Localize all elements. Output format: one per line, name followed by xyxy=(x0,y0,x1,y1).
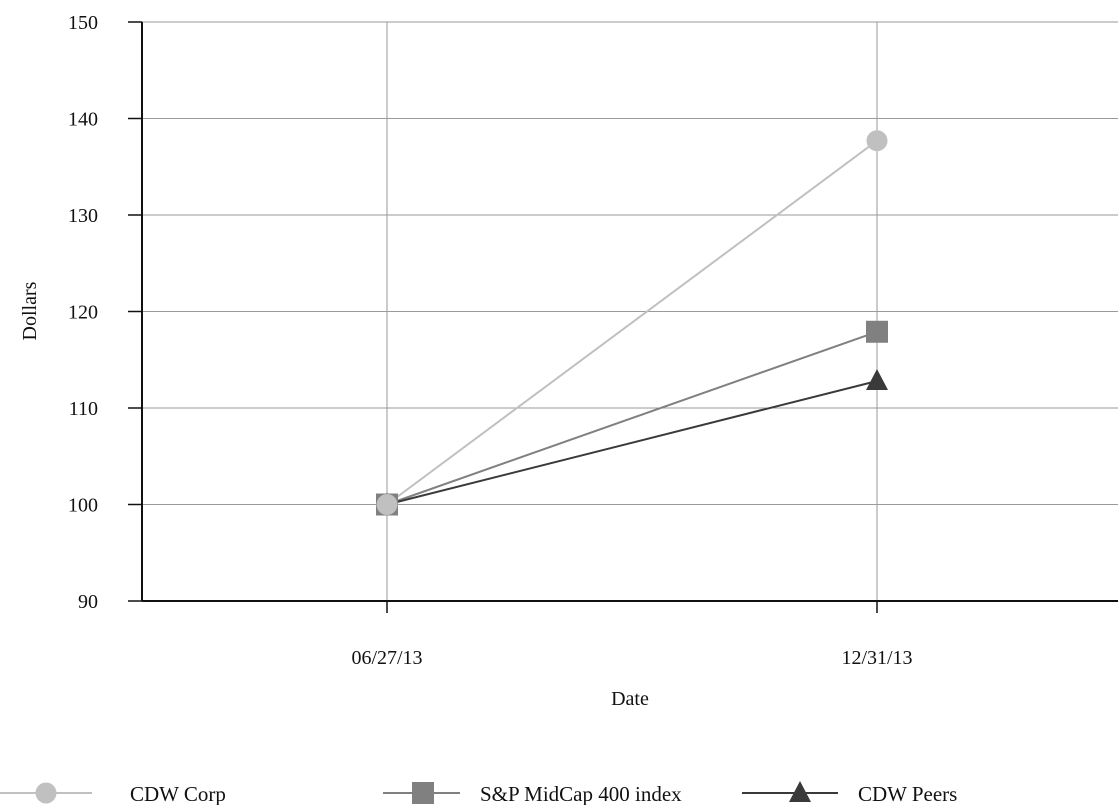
y-tick-label: 140 xyxy=(68,109,98,131)
y-axis-title: Dollars xyxy=(19,281,41,340)
y-tick-label: 90 xyxy=(78,591,98,613)
x-tick-labels: 06/27/13 12/31/13 xyxy=(351,647,912,669)
legend-swatch-marker xyxy=(412,782,434,804)
series-lines xyxy=(387,141,877,505)
x-axis-title: Date xyxy=(611,688,649,710)
legend-item-3: CDW Peers xyxy=(742,781,957,805)
legend-label: CDW Corp xyxy=(130,782,226,805)
data-point-series-1 xyxy=(867,130,888,151)
y-tick-label: 130 xyxy=(68,205,98,227)
data-point-series-1 xyxy=(377,494,398,515)
axes xyxy=(128,22,1118,613)
legend: CDW Corp S&P MidCap 400 index CDW Peers xyxy=(0,781,957,805)
legend-label: CDW Peers xyxy=(858,782,957,805)
legend-item-2: S&P MidCap 400 index xyxy=(383,782,682,805)
y-tick-label: 110 xyxy=(69,398,98,420)
x-tick-label: 12/31/13 xyxy=(841,647,912,669)
gridlines xyxy=(142,22,1118,601)
legend-label: S&P MidCap 400 index xyxy=(480,782,682,805)
legend-swatch-marker xyxy=(789,781,811,802)
data-point-series-3 xyxy=(866,369,888,390)
legend-swatch-marker xyxy=(36,783,57,804)
y-tick-label: 120 xyxy=(68,302,98,324)
y-tick-labels: 90 100 110 120 130 140 150 xyxy=(68,12,98,613)
y-tick-label: 150 xyxy=(68,12,98,34)
data-point-series-2 xyxy=(866,321,888,343)
series-line-3 xyxy=(387,381,877,505)
legend-item-1: CDW Corp xyxy=(0,782,226,805)
series-line-1 xyxy=(387,141,877,505)
series-line-2 xyxy=(387,332,877,505)
x-tick-label: 06/27/13 xyxy=(351,647,422,669)
y-tick-label: 100 xyxy=(68,495,98,517)
